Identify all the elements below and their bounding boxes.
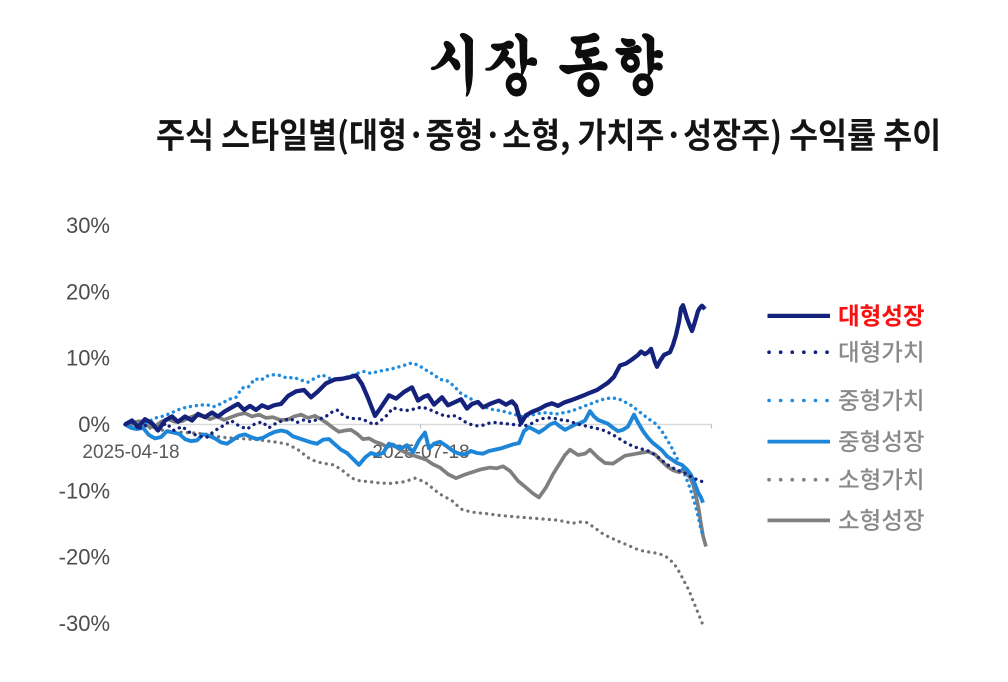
- svg-text:30%: 30%: [66, 213, 110, 238]
- svg-text:20%: 20%: [66, 279, 110, 304]
- svg-text:-10%: -10%: [59, 478, 110, 503]
- svg-text:-30%: -30%: [59, 611, 110, 636]
- svg-text:0%: 0%: [78, 412, 110, 437]
- svg-text:2025-04-18: 2025-04-18: [82, 442, 179, 463]
- svg-text:10%: 10%: [66, 346, 110, 371]
- svg-text:-20%: -20%: [59, 545, 110, 570]
